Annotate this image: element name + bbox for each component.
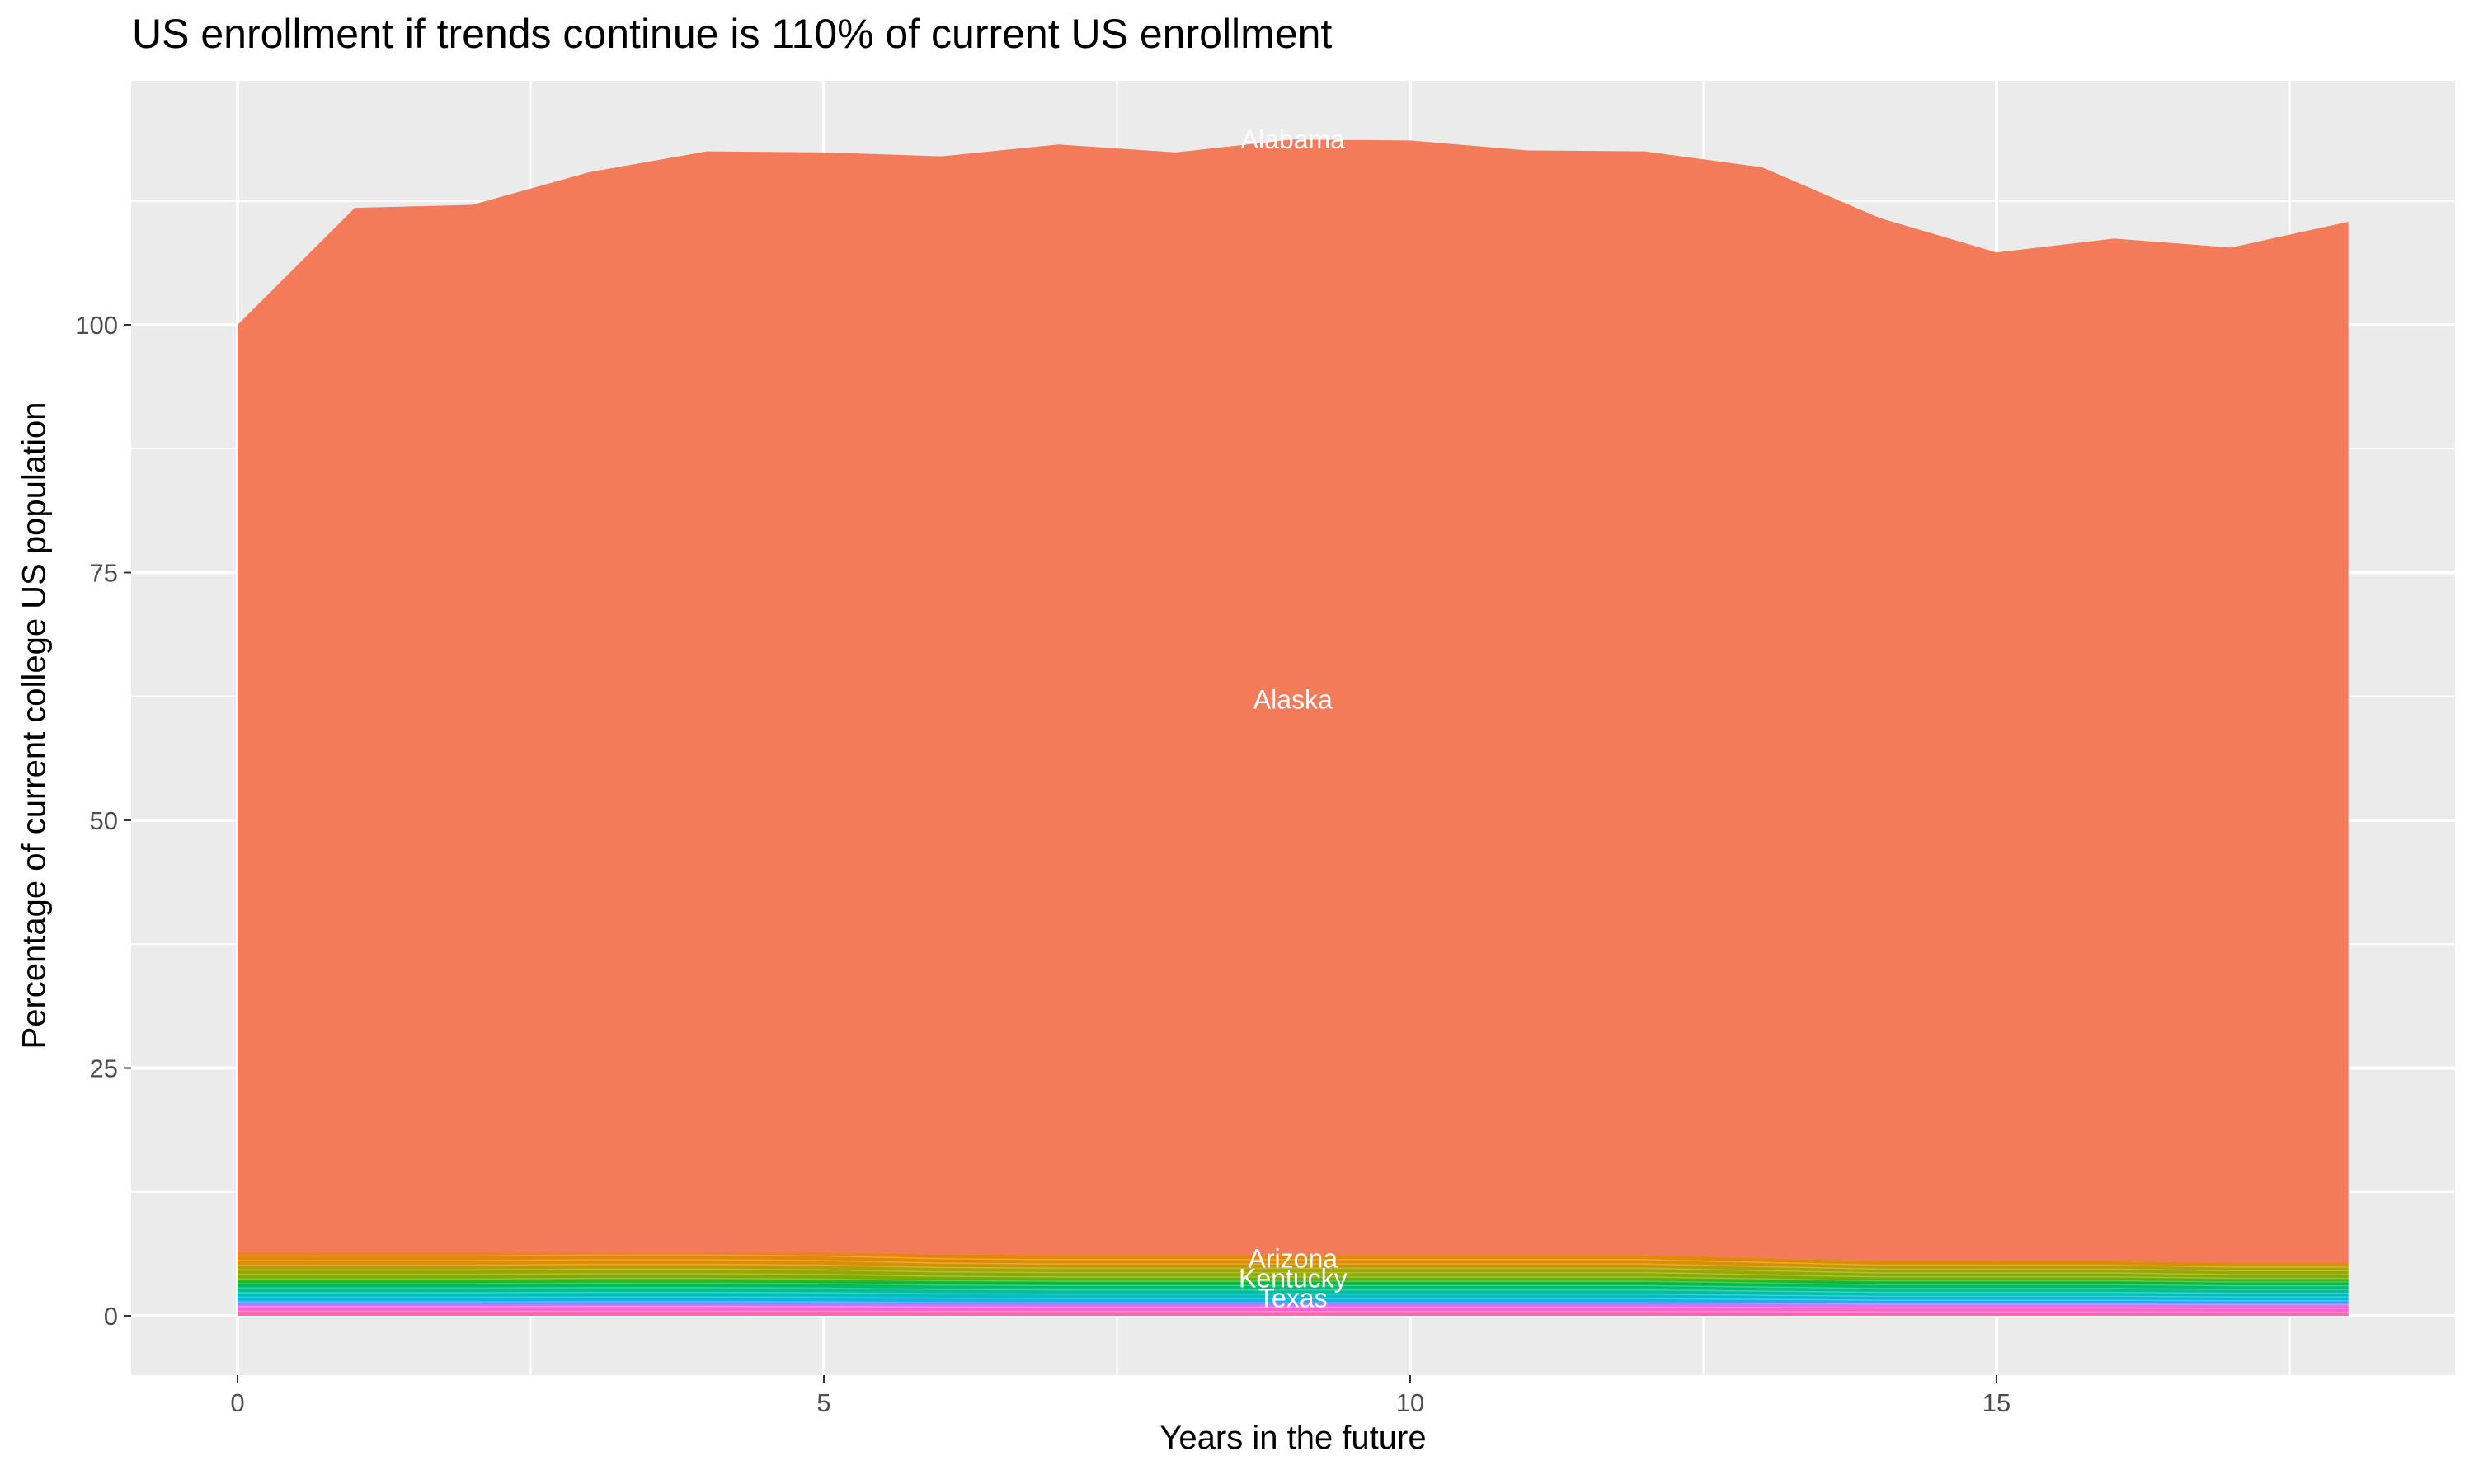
state-band-divider bbox=[238, 1277, 2349, 1287]
x-tick-label: 0 bbox=[230, 1388, 244, 1417]
state-band-divider bbox=[238, 1273, 2349, 1283]
state-band-divider bbox=[238, 1254, 2349, 1268]
state-band-divider bbox=[238, 1259, 2349, 1272]
x-tick-label: 15 bbox=[1982, 1388, 2011, 1417]
state-band-divider bbox=[238, 1268, 2349, 1280]
state-band-divider bbox=[238, 1263, 2349, 1275]
y-tick-label: 75 bbox=[90, 559, 118, 588]
y-tick-label: 25 bbox=[90, 1054, 118, 1083]
state-band-divider bbox=[238, 1291, 2349, 1298]
state-bands-overlay bbox=[238, 1250, 2349, 1316]
y-tick-label: 0 bbox=[104, 1302, 118, 1331]
area-label-texas: Texas bbox=[1258, 1283, 1328, 1313]
state-band-divider bbox=[238, 1296, 2349, 1302]
area-label-alaska: Alaska bbox=[1253, 684, 1333, 714]
state-band-divider bbox=[238, 1282, 2349, 1290]
stacked-areas bbox=[238, 139, 2349, 1316]
y-axis-title: Percentage of current college US populat… bbox=[16, 402, 53, 1050]
state-band-divider bbox=[238, 1287, 2349, 1294]
area-band-4 bbox=[238, 139, 2349, 1264]
state-band-divider bbox=[238, 1301, 2349, 1306]
x-tick-label: 10 bbox=[1396, 1388, 1424, 1417]
y-tick-label: 100 bbox=[75, 311, 118, 340]
area-label-arizona: Arizona bbox=[1249, 1243, 1338, 1273]
state-band-divider bbox=[238, 1305, 2349, 1309]
y-axis: 0 25 50 75 100 bbox=[75, 311, 131, 1331]
chart-title: US enrollment if trends continue is 110%… bbox=[132, 11, 1333, 57]
y-tick-label: 50 bbox=[90, 806, 118, 835]
x-tick-label: 5 bbox=[816, 1388, 830, 1417]
state-band-divider bbox=[238, 1310, 2349, 1313]
area-label-alabama: Alabama bbox=[1241, 124, 1346, 154]
x-axis-title: Years in the future bbox=[1159, 1420, 1427, 1456]
area-label-kentucky: Kentucky bbox=[1239, 1263, 1348, 1293]
x-axis: 0 5 10 15 bbox=[230, 1375, 2011, 1417]
